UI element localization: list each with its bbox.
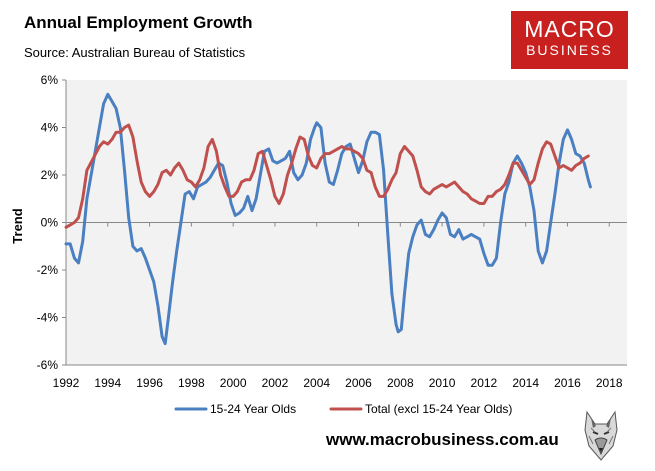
- logo-text-business: BUSINESS: [526, 42, 613, 58]
- x-tick-label: 1992: [53, 376, 80, 390]
- y-tick-label: 2%: [41, 168, 59, 182]
- x-tick-label: 2016: [554, 376, 581, 390]
- chart-subtitle: Source: Australian Bureau of Statistics: [24, 45, 246, 60]
- legend: 15-24 Year Olds Total (excl 15-24 Year O…: [174, 402, 512, 416]
- y-tick-label: -2%: [37, 263, 59, 277]
- footer-url: www.macrobusiness.com.au: [326, 430, 559, 449]
- series-line-15-24-year-olds: [64, 92, 592, 346]
- y-axis: -6% -4% -2% 0% 2% 4% 6%: [37, 73, 66, 372]
- y-tick-label: 6%: [41, 73, 59, 87]
- y-tick-label: -6%: [37, 358, 59, 372]
- x-tick-label: 2004: [303, 376, 330, 390]
- y-tick-label: 4%: [41, 121, 59, 135]
- plot-area: [65, 80, 627, 366]
- chart-title: Annual Employment Growth: [24, 13, 253, 32]
- x-tick-label: 2018: [596, 376, 623, 390]
- x-tick-label: 2012: [471, 376, 498, 390]
- x-tick-label: 1994: [94, 376, 121, 390]
- y-tick-label: 0%: [41, 216, 59, 230]
- series-group: [64, 92, 592, 346]
- x-tick-label: 2006: [345, 376, 372, 390]
- series-line-total-excl-15-24: [64, 123, 590, 229]
- x-tick-label: 1998: [178, 376, 205, 390]
- x-tick-label: 2008: [387, 376, 414, 390]
- x-tick-label: 2002: [262, 376, 289, 390]
- wolf-head-icon: [584, 410, 618, 461]
- macrobusiness-logo: MACRO BUSINESS: [511, 11, 628, 69]
- legend-label-15-24: 15-24 Year Olds: [210, 402, 296, 416]
- y-tick-label: -4%: [37, 311, 59, 325]
- y-axis-label: Trend: [10, 208, 25, 243]
- x-tick-label: 2014: [512, 376, 539, 390]
- legend-label-total: Total (excl 15-24 Year Olds): [365, 402, 512, 416]
- logo-text-macro: MACRO: [524, 16, 615, 42]
- x-tick-label: 2010: [429, 376, 456, 390]
- x-axis: 1992 1994 1996 1998 2000 2002 2004 2006 2008 2010…: [53, 222, 623, 390]
- x-tick-label: 2000: [220, 376, 247, 390]
- x-tick-label: 1996: [136, 376, 163, 390]
